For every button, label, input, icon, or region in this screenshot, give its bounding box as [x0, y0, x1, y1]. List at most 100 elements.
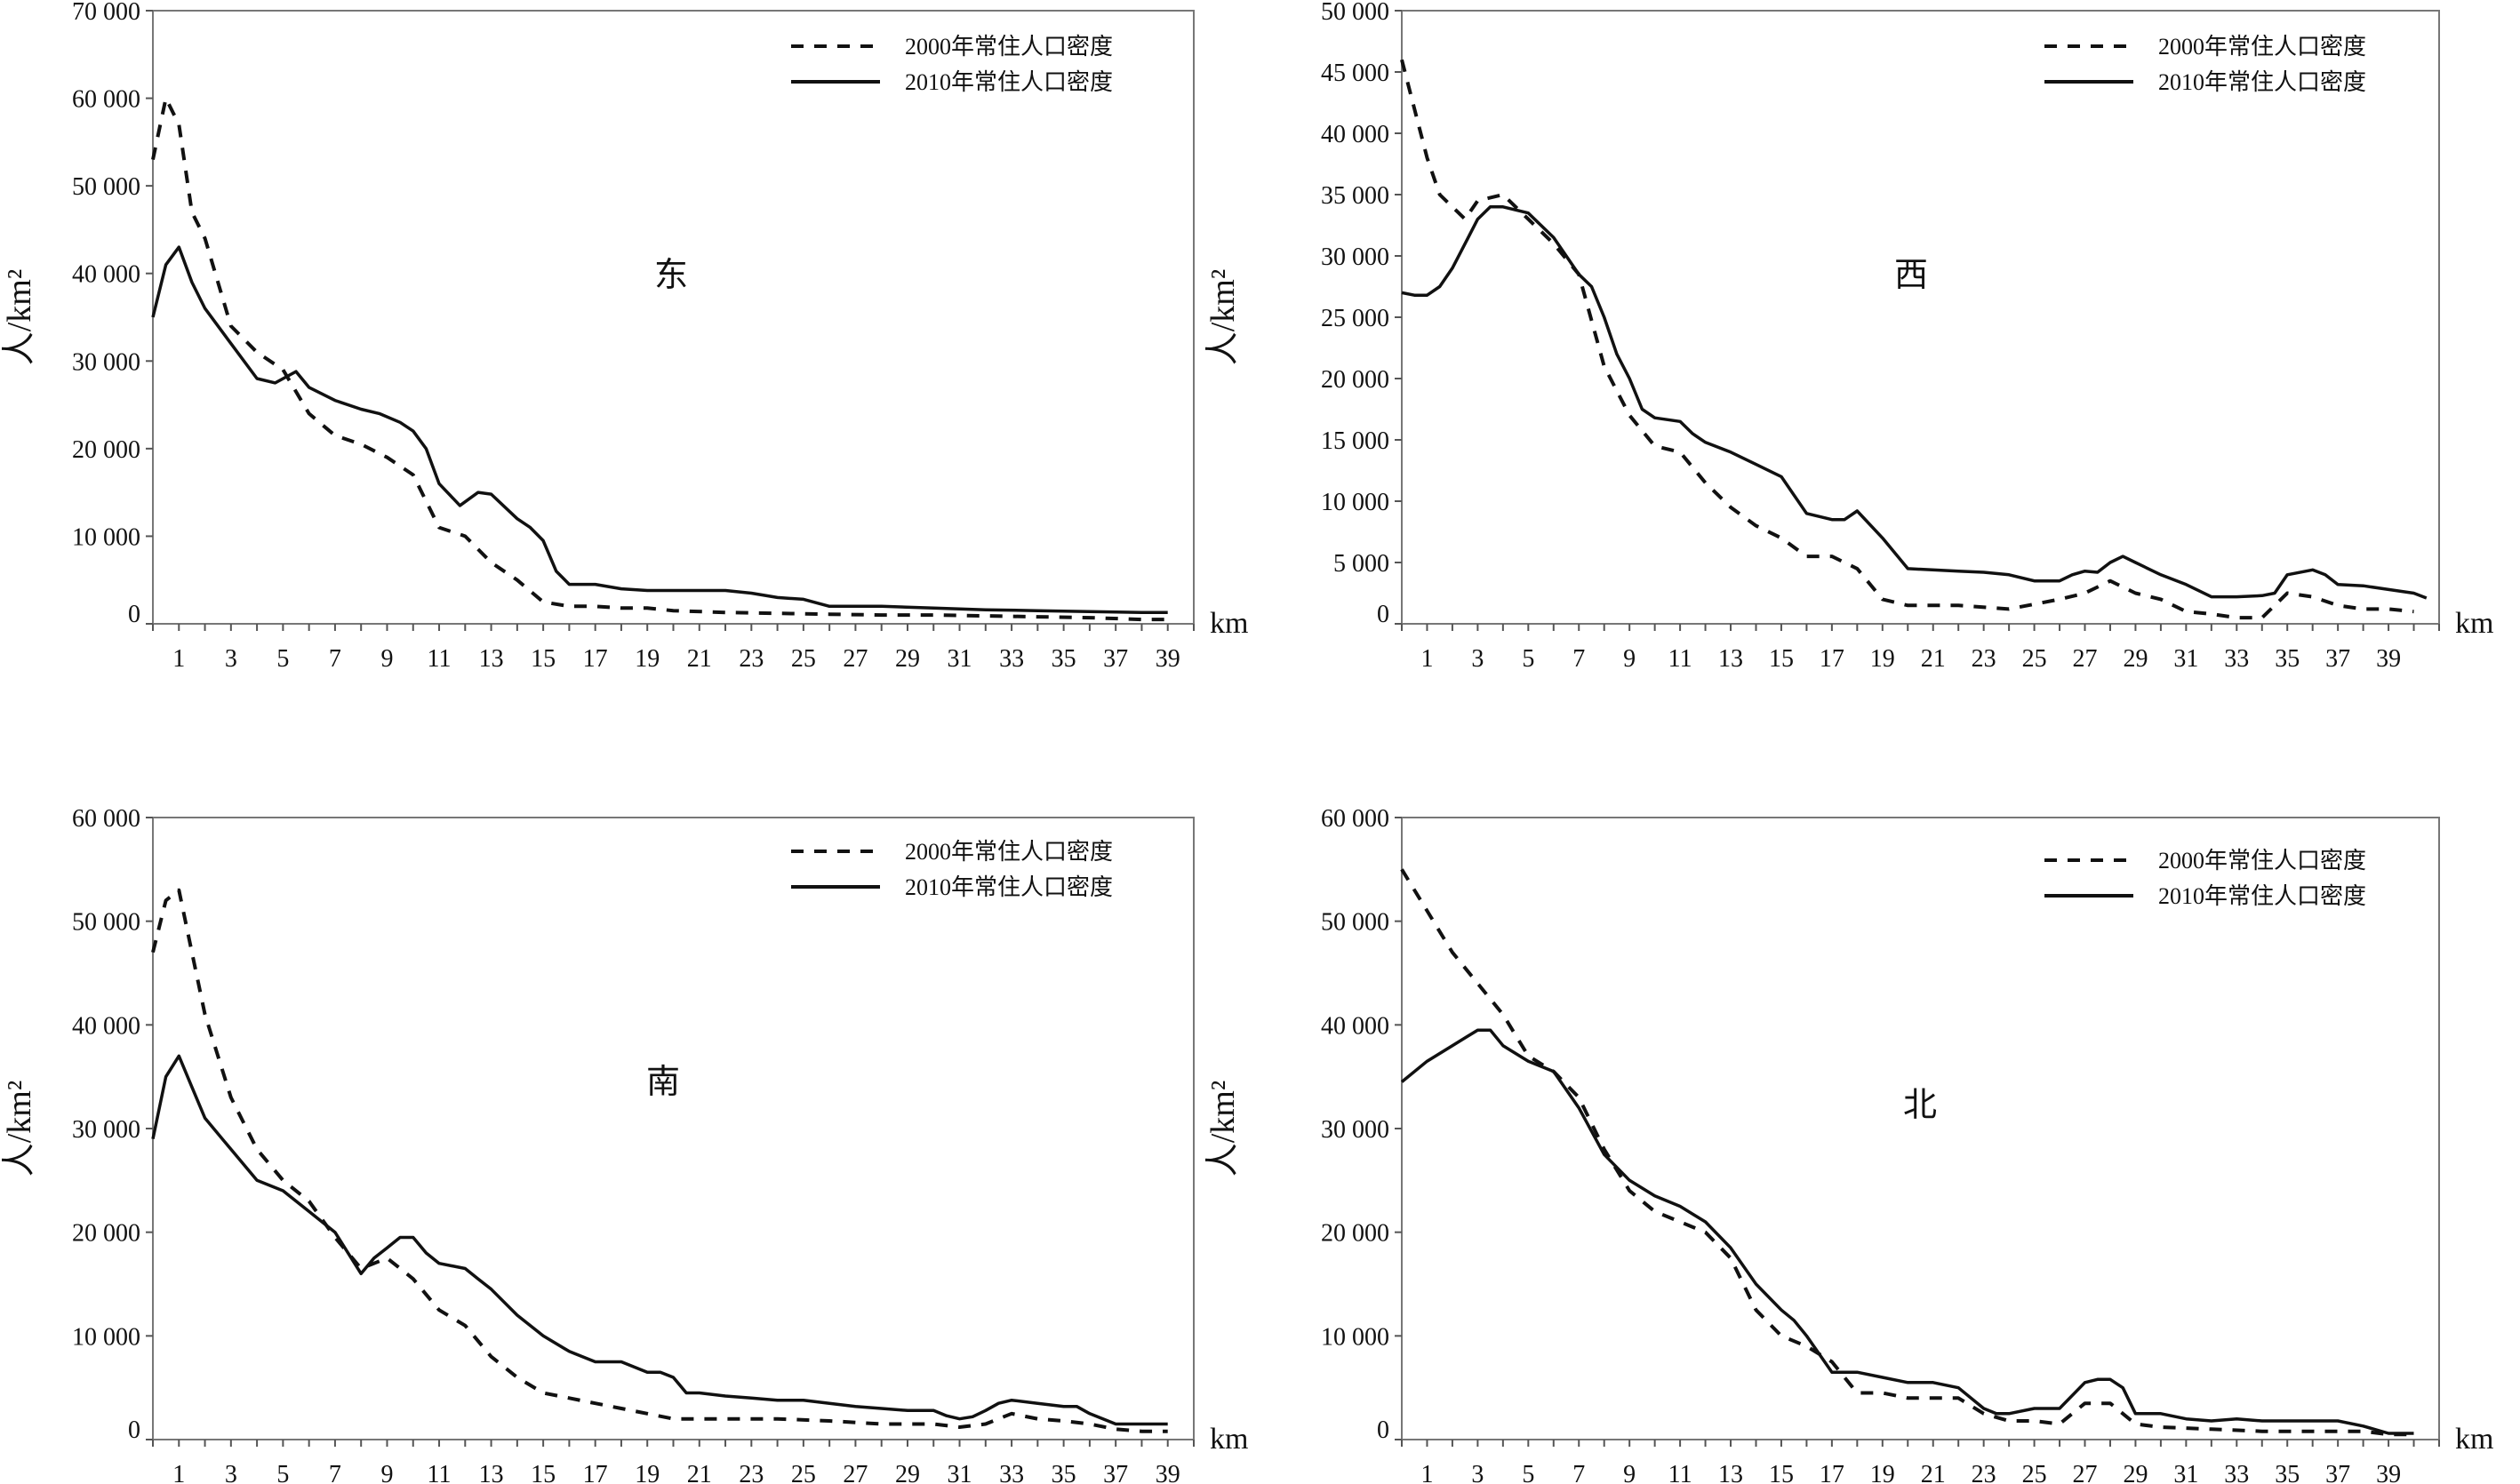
legend: 2000年常住人口密度 2010年常住人口密度: [791, 839, 1113, 900]
x-tick-label: 19: [1870, 1461, 1895, 1484]
x-tick-label: 3: [1471, 1461, 1484, 1484]
y-tick-label: 40 000: [1321, 1012, 1389, 1040]
x-tick-label: 25: [2022, 645, 2047, 673]
legend-label: 2010年常住人口密度: [905, 69, 1113, 95]
y-tick-label: 20 000: [72, 1220, 140, 1248]
y-tick-label: 30 000: [72, 1116, 140, 1144]
legend-label: 2000年常住人口密度: [2158, 34, 2366, 60]
chart-panel-1: 0 10 000 20 000 30 000 40 000 50 000 60 000 70 …: [1, 0, 1248, 673]
legend: 2000年常住人口密度 2010年常住人口密度: [2044, 34, 2366, 95]
x-tick-label: 17: [583, 1461, 608, 1484]
x-tick-label: 11: [428, 645, 452, 673]
x-tick-label: 17: [583, 645, 608, 673]
x-tick-label: 37: [2325, 645, 2350, 673]
legend: 2000年常住人口密度 2010年常住人口密度: [2044, 848, 2366, 909]
x-axis-label: km: [2455, 607, 2493, 640]
x-tick-label: 31: [2173, 1461, 2198, 1484]
y-tick-label: 50 000: [1321, 909, 1389, 937]
y-tick-label: 10 000: [1321, 489, 1389, 516]
series-line-2010: [151, 245, 1168, 614]
x-tick-label: 29: [2123, 1461, 2148, 1484]
chart-panel-2: 0 5 000 10 000 15 000 20 000 25 000 30 000 35 0…: [1204, 0, 2493, 673]
y-tick-label: 10 000: [72, 1323, 140, 1351]
x-tick-label: 39: [1156, 1461, 1180, 1484]
x-tick-label: 5: [1522, 645, 1534, 673]
x-tick-label: 25: [2022, 1461, 2047, 1484]
x-tick-label: 1: [172, 1461, 185, 1484]
x-tick-label: 33: [2224, 1461, 2249, 1484]
x-tick-label: 35: [2275, 1461, 2300, 1484]
x-tick-label: 13: [1718, 645, 1743, 673]
x-tick-label: 27: [2073, 645, 2098, 673]
x-axis-label: km: [1210, 607, 1248, 640]
x-tick-label: 11: [428, 1461, 452, 1484]
legend-label: 2000年常住人口密度: [905, 839, 1113, 865]
x-tick-label: 19: [1870, 645, 1895, 673]
y-tick-label: 25 000: [1321, 305, 1389, 332]
series-line-2000: [151, 888, 1168, 1433]
x-tick-label: 25: [791, 645, 816, 673]
x-tick-label: 13: [479, 1461, 504, 1484]
y-tick-label: 15 000: [1321, 427, 1389, 455]
y-tick-label: 0: [128, 601, 140, 628]
x-tick-label: 39: [2376, 645, 2401, 673]
legend-label: 2010年常住人口密度: [905, 874, 1113, 900]
plot-frame: [1401, 10, 2440, 625]
x-tick-label: 35: [2275, 645, 2300, 673]
plot-frame: [152, 817, 1195, 1440]
x-tick-label: 23: [1972, 1461, 1996, 1484]
x-tick-label: 7: [329, 1461, 341, 1484]
x-tick-label: 37: [1103, 645, 1128, 673]
y-axis-label: 人/km²: [1204, 269, 1242, 366]
x-tick-label: 15: [1769, 1461, 1794, 1484]
x-tick-label: 21: [687, 1461, 712, 1484]
plot-frame: [152, 10, 1195, 625]
x-tick-label: 33: [999, 1461, 1024, 1484]
x-tick-label: 15: [531, 645, 556, 673]
x-tick-label: 19: [635, 1461, 660, 1484]
series-line-2000: [1400, 59, 2414, 620]
x-tick-label: 39: [2376, 1461, 2401, 1484]
x-tick-label: 23: [739, 1461, 764, 1484]
legend-label: 2010年常住人口密度: [2158, 69, 2366, 95]
x-tick-label: 31: [2173, 645, 2198, 673]
x-tick-label: 9: [1623, 645, 1636, 673]
x-tick-label: 7: [1572, 1461, 1585, 1484]
x-tick-label: 29: [895, 645, 920, 673]
series-line-2010: [1400, 1028, 2414, 1435]
x-tick-label: 5: [1522, 1461, 1534, 1484]
y-tick-label: 40 000: [72, 1012, 140, 1040]
x-tick-label: 7: [329, 645, 341, 673]
y-tick-label: 20 000: [1321, 1220, 1389, 1248]
legend-label: 2000年常住人口密度: [905, 34, 1113, 60]
x-tick-label: 11: [1668, 645, 1692, 673]
x-axis-label: km: [1210, 1423, 1248, 1456]
x-tick-label: 9: [380, 645, 393, 673]
x-tick-label: 21: [1921, 645, 1946, 673]
y-tick-label: 50 000: [72, 909, 140, 937]
y-tick-label: 5 000: [1333, 550, 1389, 578]
x-tick-label: 37: [1103, 1461, 1128, 1484]
series-line-2000: [151, 96, 1168, 622]
x-tick-label: 9: [380, 1461, 393, 1484]
x-tick-label: 17: [1820, 1461, 1844, 1484]
y-tick-label: 60 000: [72, 805, 140, 833]
y-axis-label: 人/km²: [1204, 1081, 1242, 1177]
x-tick-label: 23: [739, 645, 764, 673]
y-tick-label: 50 000: [1321, 0, 1389, 26]
x-tick-label: 37: [2325, 1461, 2350, 1484]
x-tick-label: 27: [843, 645, 868, 673]
chart-title: 东: [654, 257, 688, 294]
legend: 2000年常住人口密度 2010年常住人口密度: [791, 34, 1113, 95]
x-tick-label: 5: [276, 645, 289, 673]
y-tick-label: 40 000: [72, 261, 140, 289]
x-tick-label: 19: [635, 645, 660, 673]
x-tick-label: 25: [791, 1461, 816, 1484]
y-tick-label: 35 000: [1321, 182, 1389, 210]
y-tick-label: 30 000: [1321, 243, 1389, 271]
chart-title: 北: [1903, 1087, 1937, 1124]
x-tick-label: 27: [843, 1461, 868, 1484]
